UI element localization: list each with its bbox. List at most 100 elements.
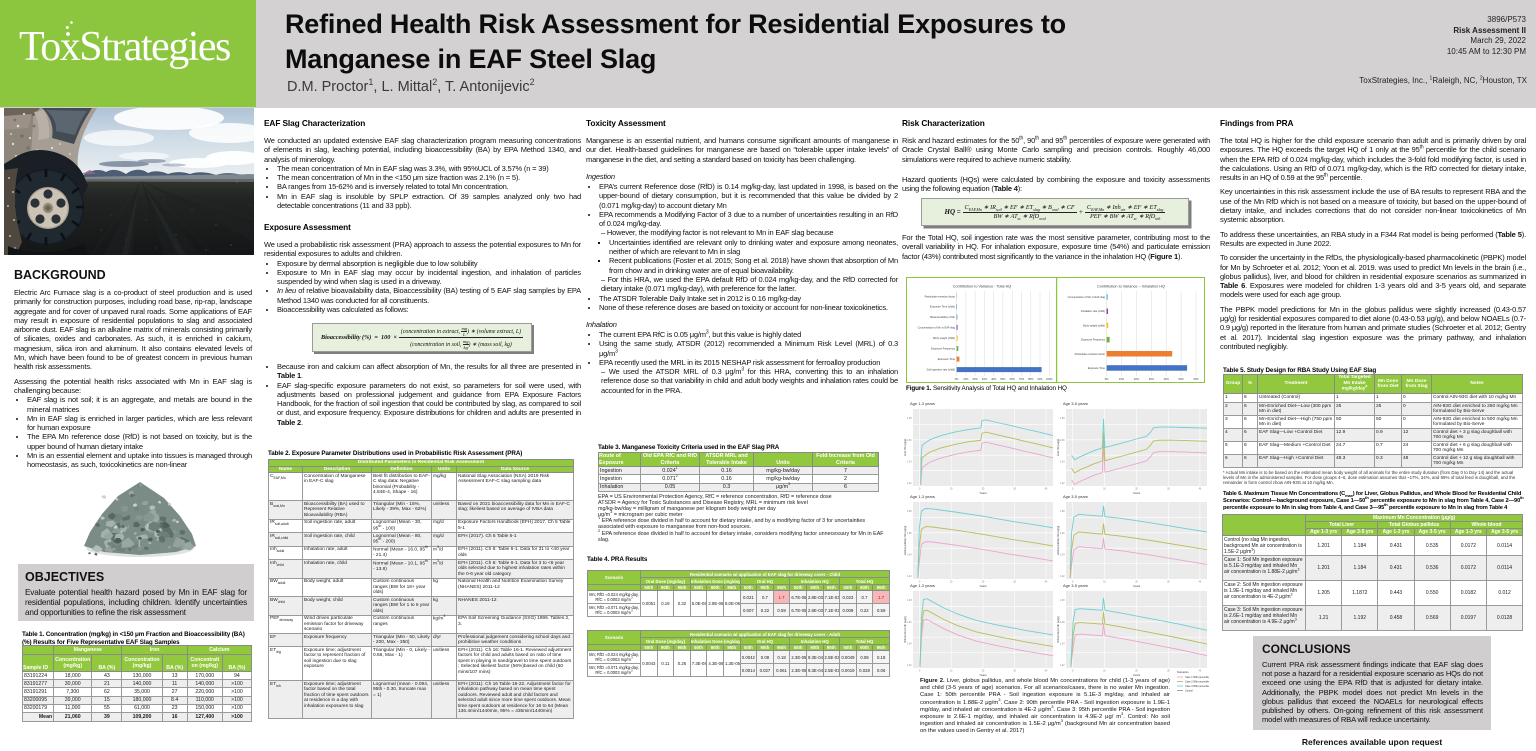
svg-text:10: 10 <box>1103 489 1106 491</box>
svg-text:Liver Mn (ug/g): Liver Mn (ug/g) <box>1056 439 1060 457</box>
svg-text:60%: 60% <box>1193 377 1199 381</box>
svg-text:1.02: 1.02 <box>1060 576 1065 578</box>
svg-text:Particulate emission factor: Particulate emission factor <box>925 294 956 298</box>
svg-text:Inhalation rate (child): Inhalation rate (child) <box>1081 309 1105 313</box>
svg-text:0: 0 <box>1072 489 1074 491</box>
svg-text:30: 30 <box>1013 489 1016 491</box>
svg-text:0: 0 <box>1072 671 1074 673</box>
svg-text:1.02: 1.02 <box>907 576 912 578</box>
svg-text:0: 0 <box>919 582 921 584</box>
svg-text:1.06: 1.06 <box>1060 622 1065 624</box>
svg-text:100%: 100% <box>1046 377 1053 381</box>
svg-text:Bioaccessibility of Mn: Bioaccessibility of Mn <box>930 315 955 319</box>
svg-text:Years: Years <box>1133 673 1141 677</box>
svg-text:20: 20 <box>982 489 985 491</box>
svg-text:20: 20 <box>1135 671 1138 673</box>
svg-text:Age 3-5 years: Age 3-5 years <box>1063 401 1088 406</box>
svg-text:80%: 80% <box>1028 377 1034 381</box>
svg-text:Exposure Time: Exposure Time <box>1088 366 1106 370</box>
svg-text:40%: 40% <box>1164 377 1170 381</box>
svg-text:1.04: 1.04 <box>907 554 912 556</box>
svg-text:30%: 30% <box>1149 377 1155 381</box>
svg-text:Years: Years <box>1133 584 1141 588</box>
svg-text:Globus pallidus Mn (ug/g): Globus pallidus Mn (ug/g) <box>1056 526 1060 556</box>
svg-text:Age 1-3 years: Age 1-3 years <box>910 583 935 588</box>
svg-text:0%: 0% <box>1105 377 1109 381</box>
svg-text:Control: Control <box>1185 690 1193 693</box>
svg-text:20: 20 <box>1135 489 1138 491</box>
svg-text:Contribution to Variance – Inh: Contribution to Variance – Inhalation HQ <box>1097 285 1165 289</box>
svg-text:10%: 10% <box>1119 377 1125 381</box>
svg-text:10: 10 <box>950 489 953 491</box>
svg-text:10: 10 <box>950 582 953 584</box>
svg-text:1.06: 1.06 <box>907 533 912 535</box>
svg-text:1.08: 1.08 <box>907 511 912 513</box>
svg-text:Case 1 50th percentile: Case 1 50th percentile <box>1185 676 1209 679</box>
svg-text:1.02: 1.02 <box>1060 665 1065 667</box>
svg-text:40%: 40% <box>991 377 997 381</box>
svg-text:0%: 0% <box>955 377 959 381</box>
svg-text:Concentration of Mn in EAF sla: Concentration of Mn in EAF slag <box>1068 295 1106 299</box>
svg-text:1.04: 1.04 <box>1060 643 1065 645</box>
svg-text:1.04: 1.04 <box>907 461 912 463</box>
svg-text:Whole blood Mn (ug/g): Whole blood Mn (ug/g) <box>1056 616 1060 642</box>
svg-text:1.08: 1.08 <box>907 600 912 602</box>
svg-text:40: 40 <box>1199 582 1202 584</box>
svg-text:Body weight (child): Body weight (child) <box>1083 323 1105 327</box>
svg-text:1.06: 1.06 <box>907 622 912 624</box>
svg-text:60%: 60% <box>1010 377 1016 381</box>
svg-text:Case 3 95th percentile: Case 3 95th percentile <box>1185 685 1209 688</box>
svg-text:Body weight (child): Body weight (child) <box>933 336 955 340</box>
svg-text:0: 0 <box>1072 582 1074 584</box>
svg-text:30: 30 <box>1013 582 1016 584</box>
svg-text:1.08: 1.08 <box>1060 600 1065 602</box>
svg-text:Years: Years <box>979 584 987 588</box>
svg-text:1.08: 1.08 <box>1060 511 1065 513</box>
svg-text:40: 40 <box>1045 582 1048 584</box>
svg-text:Years: Years <box>1133 491 1141 495</box>
svg-text:Age 1-3 years: Age 1-3 years <box>910 401 935 406</box>
svg-text:1.02: 1.02 <box>907 665 912 667</box>
svg-text:40: 40 <box>1199 671 1202 673</box>
svg-text:Exposure Time: Exposure Time <box>938 357 956 361</box>
svg-text:1.08: 1.08 <box>1060 418 1065 420</box>
svg-text:1.04: 1.04 <box>1060 461 1065 463</box>
svg-text:30: 30 <box>1167 489 1170 491</box>
svg-text:70%: 70% <box>1019 377 1025 381</box>
svg-text:0: 0 <box>919 489 921 491</box>
svg-text:1.06: 1.06 <box>1060 533 1065 535</box>
svg-text:Scenarios: Scenarios <box>1177 670 1189 674</box>
svg-text:20%: 20% <box>972 377 978 381</box>
svg-text:Years: Years <box>979 491 987 495</box>
svg-text:Years: Years <box>979 673 987 677</box>
svg-text:10: 10 <box>1103 582 1106 584</box>
svg-text:Exposure Frequency: Exposure Frequency <box>931 347 956 351</box>
svg-text:50%: 50% <box>1000 377 1006 381</box>
svg-text:10%: 10% <box>963 377 969 381</box>
svg-text:30: 30 <box>1013 671 1016 673</box>
svg-text:1.06: 1.06 <box>907 440 912 442</box>
svg-text:Age 3-5 years: Age 3-5 years <box>1063 583 1088 588</box>
svg-text:10: 10 <box>950 671 953 673</box>
svg-text:Case 2 90th percentile: Case 2 90th percentile <box>1185 681 1209 684</box>
svg-text:Whole blood Mn (ug/g): Whole blood Mn (ug/g) <box>903 616 907 642</box>
svg-text:20: 20 <box>1135 582 1138 584</box>
svg-text:0: 0 <box>919 671 921 673</box>
svg-text:30: 30 <box>1167 582 1170 584</box>
svg-text:Exposure Time (child): Exposure Time (child) <box>930 305 955 309</box>
svg-text:40: 40 <box>1199 489 1202 491</box>
svg-text:20: 20 <box>982 671 985 673</box>
svg-text:20%: 20% <box>1134 377 1140 381</box>
svg-text:30%: 30% <box>982 377 988 381</box>
svg-text:1.04: 1.04 <box>907 643 912 645</box>
svg-text:1.02: 1.02 <box>907 483 912 485</box>
svg-text:Concentration of Mn in EAF sla: Concentration of Mn in EAF slag <box>918 325 956 329</box>
svg-text:40: 40 <box>1045 671 1048 673</box>
svg-text:Age 3-5 years: Age 3-5 years <box>1063 494 1088 499</box>
svg-text:1.06: 1.06 <box>1060 440 1065 442</box>
svg-text:40: 40 <box>1045 489 1048 491</box>
svg-text:1.04: 1.04 <box>1060 554 1065 556</box>
svg-text:20: 20 <box>982 582 985 584</box>
svg-text:Contribution to Variance - Tot: Contribution to Variance - Total HQ <box>953 285 1012 289</box>
svg-text:30: 30 <box>1167 671 1170 673</box>
